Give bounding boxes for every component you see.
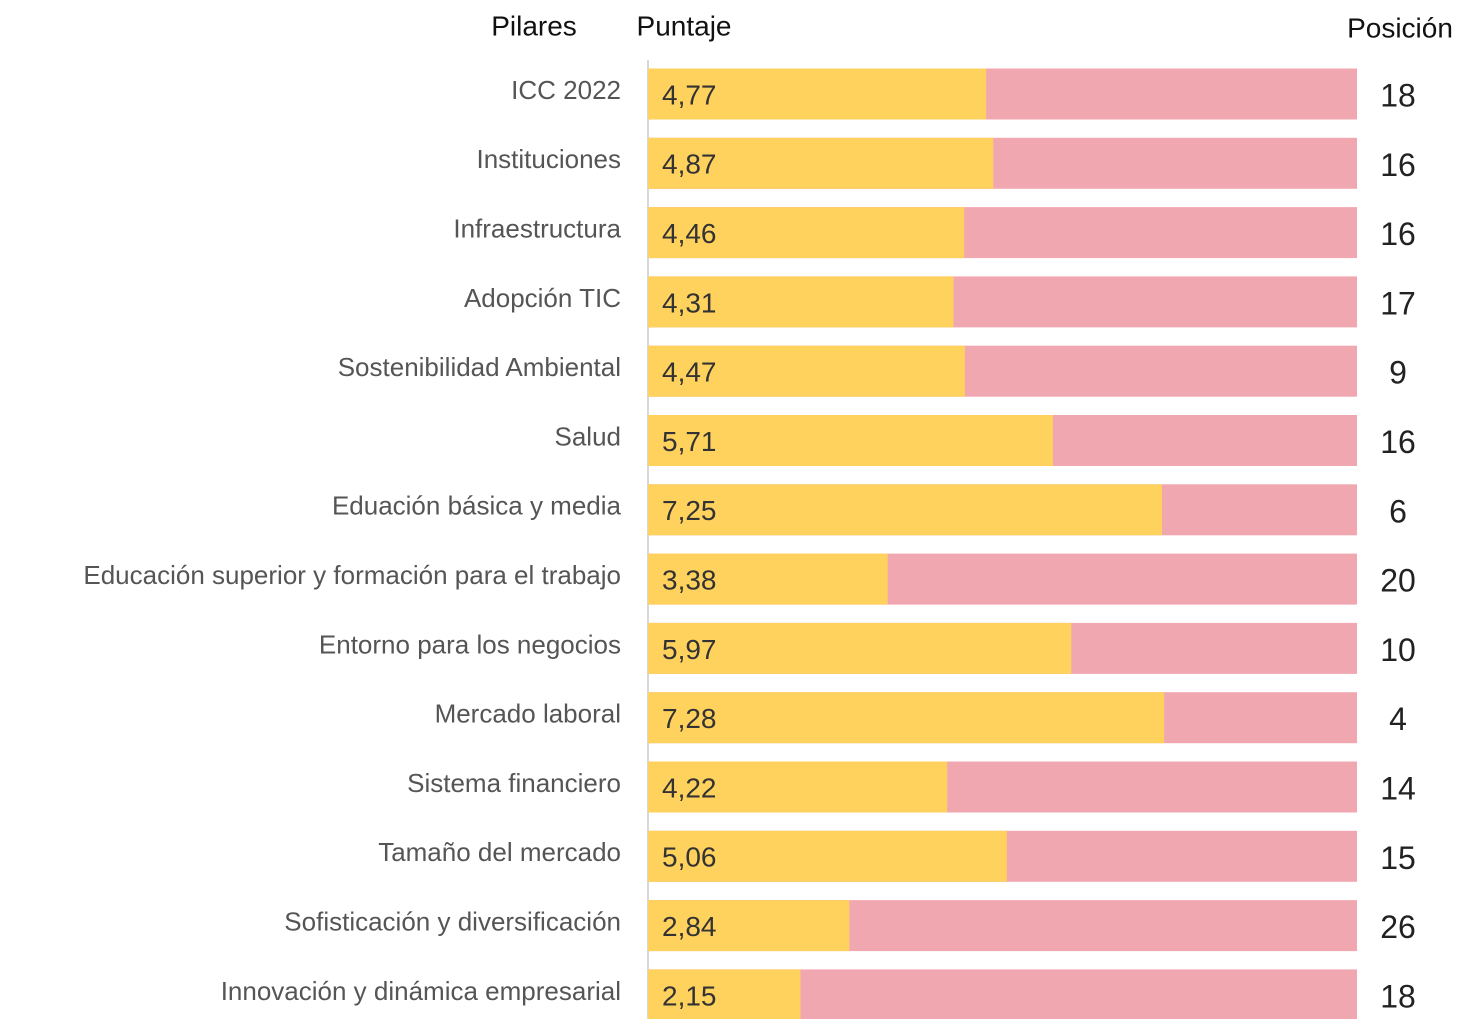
category-label: Sofisticación y diversificación bbox=[284, 906, 621, 936]
rank-label: 17 bbox=[1380, 285, 1416, 321]
rank-header: Posición bbox=[1347, 12, 1453, 43]
rank-label: 18 bbox=[1380, 77, 1416, 113]
bar bbox=[648, 692, 1165, 744]
bar bbox=[648, 900, 850, 952]
rank-label: 10 bbox=[1380, 632, 1416, 668]
category-label: Mercado laboral bbox=[435, 699, 621, 729]
rank-label: 14 bbox=[1380, 770, 1416, 806]
bar bbox=[648, 276, 954, 328]
bar bbox=[648, 830, 1007, 882]
rank-label: 4 bbox=[1389, 701, 1407, 737]
category-label: Infraestructura bbox=[453, 213, 621, 243]
bar bbox=[648, 622, 1072, 674]
value-label: 4,46 bbox=[662, 218, 717, 249]
rank-label: 16 bbox=[1380, 216, 1416, 252]
bar bbox=[648, 68, 987, 120]
bar bbox=[648, 415, 1053, 466]
value-label: 4,31 bbox=[662, 287, 717, 318]
value-label: 7,28 bbox=[662, 703, 717, 734]
bar bbox=[648, 969, 801, 1019]
value-label: 3,38 bbox=[662, 564, 717, 595]
rank-label: 15 bbox=[1380, 840, 1416, 876]
category-label: Educación superior y formación para el t… bbox=[83, 560, 621, 590]
rank-label: 20 bbox=[1380, 563, 1416, 599]
value-label: 7,25 bbox=[662, 495, 717, 526]
rank-label: 18 bbox=[1380, 978, 1416, 1014]
category-label: Sistema financiero bbox=[407, 768, 621, 798]
value-label: 4,47 bbox=[662, 357, 717, 388]
rank-label: 16 bbox=[1380, 424, 1416, 460]
value-label: 5,06 bbox=[662, 842, 717, 873]
value-label: 2,15 bbox=[662, 980, 717, 1011]
bar bbox=[648, 137, 994, 189]
rank-label: 16 bbox=[1380, 147, 1416, 183]
bar bbox=[648, 207, 965, 259]
category-label: Instituciones bbox=[476, 144, 621, 174]
category-label: Adopción TIC bbox=[464, 283, 621, 313]
value-label: 4,87 bbox=[662, 149, 717, 180]
value-label: 2,84 bbox=[662, 911, 717, 942]
value-label: 5,97 bbox=[662, 634, 717, 665]
category-label: Sostenibilidad Ambiental bbox=[338, 352, 621, 382]
rank-label: 9 bbox=[1389, 355, 1407, 391]
value-label: 4,22 bbox=[662, 772, 717, 803]
category-label: Innovación y dinámica empresarial bbox=[221, 976, 621, 1006]
value-header: Puntaje bbox=[637, 10, 732, 41]
category-header: Pilares bbox=[491, 10, 577, 41]
bar bbox=[648, 761, 948, 813]
category-label: Tamaño del mercado bbox=[378, 837, 621, 867]
category-label: Eduación básica y media bbox=[332, 491, 622, 521]
bar bbox=[648, 345, 965, 397]
value-label: 4,77 bbox=[662, 79, 717, 110]
category-label: Entorno para los negocios bbox=[319, 629, 621, 659]
value-label: 5,71 bbox=[662, 426, 717, 457]
bar bbox=[648, 484, 1163, 536]
bar bbox=[648, 553, 888, 605]
rank-label: 26 bbox=[1380, 909, 1416, 945]
category-label: ICC 2022 bbox=[511, 75, 621, 105]
category-label: Salud bbox=[555, 421, 622, 451]
rank-label: 6 bbox=[1389, 493, 1407, 529]
